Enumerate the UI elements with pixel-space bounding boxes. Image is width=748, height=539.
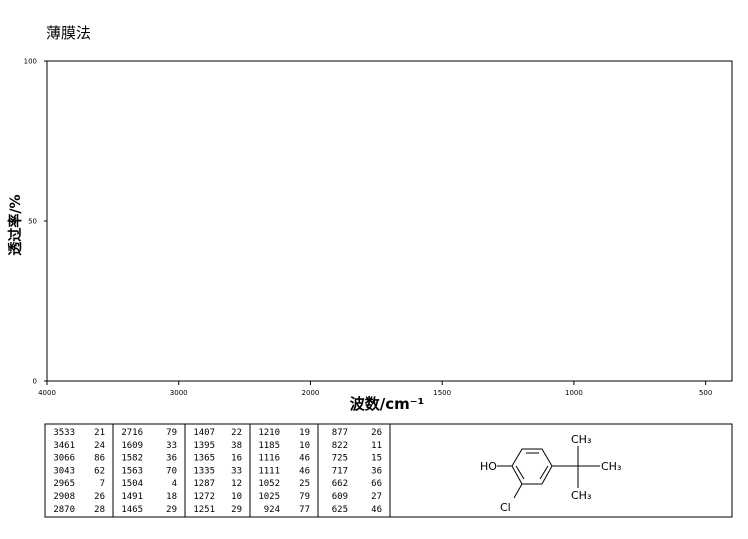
x-tick-label: 500 xyxy=(699,389,712,397)
peak-wavenumber: 625 xyxy=(332,505,348,515)
peak-transmittance: 25 xyxy=(299,479,310,489)
peak-wavenumber: 1491 xyxy=(121,492,143,502)
peak-wavenumber: 662 xyxy=(332,479,348,489)
atom-label: Cl xyxy=(500,501,511,514)
peak-transmittance: 33 xyxy=(231,466,242,476)
peak-transmittance: 36 xyxy=(166,454,177,464)
peak-wavenumber: 609 xyxy=(332,492,348,502)
structure-labels: HO Cl CH₃ CH₃ CH₃ xyxy=(480,433,621,514)
peak-wavenumber: 1504 xyxy=(121,479,143,489)
peak-transmittance: 15 xyxy=(371,454,382,464)
structure-bonds xyxy=(497,446,600,499)
peak-wavenumber: 1395 xyxy=(193,441,215,451)
peak-wavenumber: 1025 xyxy=(258,492,280,502)
peak-wavenumber: 3066 xyxy=(53,454,75,464)
peak-transmittance: 24 xyxy=(94,441,105,451)
peak-transmittance: 29 xyxy=(231,505,242,515)
peak-transmittance: 33 xyxy=(166,441,177,451)
peak-transmittance: 12 xyxy=(231,479,242,489)
peak-wavenumber: 1116 xyxy=(258,454,280,464)
peak-transmittance: 26 xyxy=(94,492,105,502)
peak-transmittance: 46 xyxy=(371,505,382,515)
peak-wavenumber: 1287 xyxy=(193,479,215,489)
peak-transmittance: 86 xyxy=(94,454,105,464)
peak-transmittance: 36 xyxy=(371,466,382,476)
atom-label: HO xyxy=(480,460,497,473)
peak-wavenumber: 1563 xyxy=(121,466,143,476)
peak-transmittance: 21 xyxy=(94,428,105,438)
y-axis-label: 透过率/% xyxy=(7,194,24,255)
peak-wavenumber: 1407 xyxy=(193,428,215,438)
peak-wavenumber: 717 xyxy=(332,466,348,476)
peak-wavenumber: 3533 xyxy=(53,428,75,438)
peak-transmittance: 46 xyxy=(299,454,310,464)
atom-label: CH₃ xyxy=(601,460,621,473)
peak-transmittance: 46 xyxy=(299,466,310,476)
peak-wavenumber: 877 xyxy=(332,428,348,438)
peak-transmittance: 4 xyxy=(172,479,177,489)
peak-transmittance: 27 xyxy=(371,492,382,502)
peak-transmittance: 79 xyxy=(299,492,310,502)
peak-wavenumber: 1185 xyxy=(258,441,280,451)
peak-transmittance: 79 xyxy=(166,428,177,438)
peak-transmittance: 22 xyxy=(231,428,242,438)
peak-wavenumber: 2716 xyxy=(121,428,143,438)
x-axis-label: 波数/cm⁻¹ xyxy=(350,395,425,413)
peak-transmittance: 18 xyxy=(166,492,177,502)
y-tick-label: 50 xyxy=(28,218,37,226)
peak-wavenumber: 2870 xyxy=(53,505,75,515)
peak-wavenumber: 1272 xyxy=(193,492,215,502)
peak-wavenumber: 2965 xyxy=(53,479,75,489)
peak-transmittance: 16 xyxy=(231,454,242,464)
y-tick-label: 100 xyxy=(24,58,37,66)
peak-transmittance: 66 xyxy=(371,479,382,489)
peak-wavenumber: 3461 xyxy=(53,441,75,451)
peak-transmittance: 29 xyxy=(166,505,177,515)
peak-transmittance: 10 xyxy=(299,441,310,451)
peak-wavenumber: 1251 xyxy=(193,505,215,515)
bond xyxy=(513,483,523,499)
peak-transmittance: 28 xyxy=(94,505,105,515)
peak-wavenumber: 2908 xyxy=(53,492,75,502)
x-tick-label: 2000 xyxy=(302,389,320,397)
peak-transmittance: 70 xyxy=(166,466,177,476)
peak-wavenumber: 1365 xyxy=(193,454,215,464)
peak-wavenumber: 1582 xyxy=(121,454,143,464)
y-tick-label: 0 xyxy=(33,378,37,386)
double-bond xyxy=(539,465,549,480)
peak-wavenumber: 822 xyxy=(332,441,348,451)
peak-transmittance: 77 xyxy=(299,505,310,515)
peak-wavenumber: 3043 xyxy=(53,466,75,476)
x-tick-label: 3000 xyxy=(170,389,188,397)
peak-wavenumber: 725 xyxy=(332,454,348,464)
atom-label: CH₃ xyxy=(571,433,591,446)
x-tick-label: 4000 xyxy=(38,389,56,397)
table-frame xyxy=(44,423,733,518)
plot-frame xyxy=(46,60,733,382)
peak-transmittance: 11 xyxy=(371,441,382,451)
double-bond xyxy=(515,465,525,480)
benzene-ring xyxy=(511,448,553,485)
peak-transmittance: 38 xyxy=(231,441,242,451)
peak-transmittance: 26 xyxy=(371,428,382,438)
atom-label: CH₃ xyxy=(571,489,591,502)
peak-transmittance: 10 xyxy=(231,492,242,502)
peak-wavenumber: 1609 xyxy=(121,441,143,451)
peak-transmittance: 19 xyxy=(299,428,310,438)
peak-wavenumber: 1210 xyxy=(258,428,280,438)
peak-transmittance: 7 xyxy=(100,479,105,489)
x-tick-label: 1500 xyxy=(433,389,451,397)
x-tick-label: 1000 xyxy=(565,389,583,397)
chart-title: 薄膜法 xyxy=(46,24,91,42)
peak-wavenumber: 1465 xyxy=(121,505,143,515)
peak-wavenumber: 1111 xyxy=(258,466,280,476)
peak-wavenumber: 1052 xyxy=(258,479,280,489)
peak-transmittance: 62 xyxy=(94,466,105,476)
peak-wavenumber: 924 xyxy=(264,505,280,515)
peak-wavenumber: 1335 xyxy=(193,466,215,476)
